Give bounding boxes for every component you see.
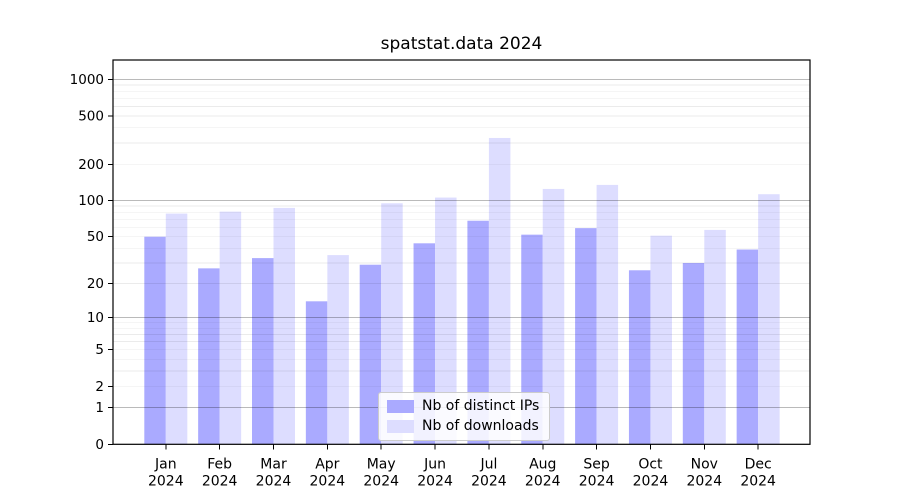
bar-downloads-jan: [165, 213, 188, 445]
bar-downloads-dec: [758, 194, 780, 445]
y-tick-label: 500: [78, 109, 104, 125]
y-tick-label: 0: [95, 437, 104, 453]
x-tick-year-label: 2024: [579, 473, 615, 489]
bar-distinct-ips-dec: [736, 249, 759, 445]
x-tick-year-label: 2024: [471, 473, 507, 489]
legend: Nb of distinct IPs Nb of downloads: [378, 392, 551, 441]
y-tick-label: 200: [78, 157, 104, 173]
bar-distinct-ips-nov: [682, 262, 705, 445]
x-tick-month-label: May: [367, 456, 396, 472]
x-tick-year-label: 2024: [202, 473, 238, 489]
bar-distinct-ips-jan: [144, 236, 166, 445]
x-tick-month-label: Aug: [529, 456, 556, 472]
y-tick-label: 1000: [70, 72, 104, 88]
bar-distinct-ips-oct: [628, 270, 651, 445]
x-tick-month-label: Mar: [260, 456, 287, 472]
y-tick-label: 10: [87, 310, 104, 326]
legend-label-downloads: Nb of downloads: [422, 418, 539, 434]
bar-distinct-ips-jul: [467, 220, 489, 445]
legend-item-distinct-ips: Nb of distinct IPs: [387, 398, 539, 414]
x-tick-year-label: 2024: [256, 473, 292, 489]
x-tick-month-label: Apr: [315, 456, 339, 472]
bar-distinct-ips-sep: [575, 228, 597, 445]
bar-downloads-feb: [219, 211, 242, 445]
x-tick-year-label: 2024: [686, 473, 722, 489]
bar-downloads-may: [381, 203, 403, 445]
x-tick-month-label: Dec: [745, 456, 772, 472]
y-tick-label: 100: [78, 193, 104, 209]
bar-downloads-sep: [596, 184, 619, 445]
x-tick-month-label: Jan: [154, 456, 177, 472]
bar-downloads-oct: [650, 235, 672, 445]
x-tick-year-label: 2024: [417, 473, 453, 489]
x-tick-month-label: Nov: [691, 456, 718, 472]
bar-distinct-ips-feb: [198, 268, 220, 445]
x-tick-month-label: Jul: [479, 456, 497, 472]
chart-title: spatstat.data 2024: [380, 34, 543, 54]
x-tick-year-label: 2024: [525, 473, 561, 489]
x-tick-month-label: Feb: [207, 456, 232, 472]
y-tick-label: 50: [87, 229, 104, 245]
bar-downloads-apr: [327, 255, 349, 445]
legend-swatch-distinct-ips: [387, 399, 414, 413]
bar-downloads-nov: [704, 229, 726, 445]
x-tick-year-label: 2024: [310, 473, 346, 489]
x-tick-year-label: 2024: [740, 473, 776, 489]
bar-downloads-aug: [542, 188, 565, 445]
bar-downloads-mar: [273, 207, 295, 445]
x-tick-month-label: Oct: [638, 456, 663, 472]
bar-distinct-ips-aug: [521, 234, 543, 445]
bar-distinct-ips-may: [359, 264, 382, 445]
x-tick-year-label: 2024: [363, 473, 399, 489]
x-tick-month-label: Sep: [583, 456, 610, 472]
y-tick-label: 5: [95, 342, 104, 358]
legend-label-distinct-ips: Nb of distinct IPs: [422, 398, 540, 414]
x-tick-year-label: 2024: [633, 473, 669, 489]
bar-downloads-jun: [435, 197, 457, 445]
bar-distinct-ips-mar: [252, 258, 274, 445]
plot-border: [112, 59, 811, 445]
bar-downloads-jul: [488, 137, 511, 445]
y-tick-label: 2: [95, 379, 104, 395]
y-tick-label: 1: [95, 400, 104, 416]
legend-swatch-downloads: [387, 419, 414, 433]
x-tick-month-label: Jun: [423, 456, 446, 472]
y-tick-label: 20: [87, 276, 104, 292]
x-tick-year-label: 2024: [148, 473, 184, 489]
legend-item-downloads: Nb of downloads: [387, 418, 539, 434]
bar-distinct-ips-apr: [305, 301, 328, 445]
